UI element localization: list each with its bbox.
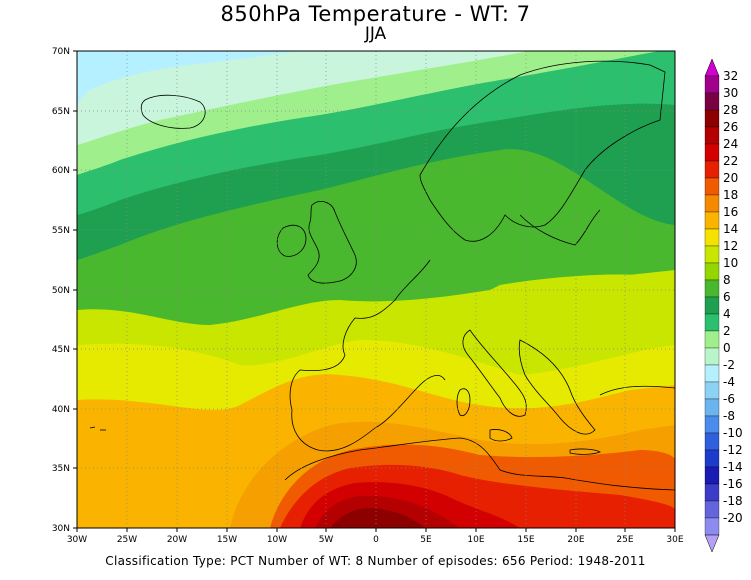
colorbar-label: -18 (723, 494, 743, 508)
lon-tick-label: 5E (420, 535, 432, 545)
colorbar-label: 20 (723, 171, 738, 185)
colorbar-swatch (704, 483, 720, 502)
classification-footer: Classification Type: PCT Number of WT: 8… (105, 554, 646, 568)
colorbar-label: -20 (723, 511, 743, 525)
colorbar-label: 22 (723, 154, 738, 168)
lon-tick-label: 20W (167, 535, 187, 545)
colorbar-swatch (704, 160, 720, 179)
lat-tick-labels: 30N 35N 40N 45N 50N 55N 60N 65N 70N (52, 47, 70, 534)
lat-tick-label: 65N (52, 107, 70, 117)
colorbar-swatch (704, 330, 720, 349)
colorbar-swatch (704, 398, 720, 417)
lon-tick-label: 0 (373, 535, 379, 545)
colorbar-swatch (704, 245, 720, 264)
lat-tick-label: 70N (52, 47, 70, 57)
colorbar-swatch (704, 381, 720, 400)
colorbar-swatch (704, 75, 720, 94)
coastlines (89, 60, 675, 491)
colorbar-swatch (704, 262, 720, 281)
lon-tick-label: 25E (616, 535, 633, 545)
colorbar-swatch (704, 177, 720, 196)
lat-tick-label: 50N (52, 286, 70, 296)
lon-tick-labels: 30W 25W 20W 15W 10W 5W 0 5E 10E 15E 20E … (67, 535, 684, 545)
colorbar-swatch (704, 126, 720, 145)
colorbar-label: 10 (723, 256, 738, 270)
lat-tick-label: 35N (52, 464, 70, 474)
lat-tick-label: 60N (52, 166, 70, 176)
axis-ticks (73, 50, 676, 532)
colorbar-label: -16 (723, 477, 743, 491)
temperature-field (77, 51, 675, 528)
lat-tick-label: 40N (52, 405, 70, 415)
colorbar-label: -12 (723, 443, 743, 457)
colorbar: 32302826242220181614121086420-2-4-6-8-10… (704, 58, 743, 553)
colorbar-swatch (704, 347, 720, 366)
colorbar-swatch (704, 313, 720, 332)
colorbar-swatch (704, 364, 720, 383)
map-subtitle: JJA (364, 24, 387, 44)
colorbar-swatch (704, 279, 720, 298)
colorbar-label: -14 (723, 460, 743, 474)
colorbar-swatch (704, 500, 720, 519)
lon-tick-label: 10E (467, 535, 484, 545)
lat-tick-label: 30N (52, 524, 70, 534)
colorbar-label: -10 (723, 426, 743, 440)
colorbar-label: -4 (723, 375, 735, 389)
colorbar-label: 30 (723, 86, 738, 100)
colorbar-swatch (704, 194, 720, 213)
colorbar-label: 6 (723, 290, 731, 304)
colorbar-swatch (704, 432, 720, 451)
colorbar-label: 26 (723, 120, 738, 134)
colorbar-bottom-arrow (704, 534, 720, 553)
colorbar-label: -8 (723, 409, 735, 423)
colorbar-swatch (704, 449, 720, 468)
lon-tick-label: 30W (67, 535, 87, 545)
colorbar-swatch (704, 466, 720, 485)
colorbar-label: -6 (723, 392, 735, 406)
map-title: 850hPa Temperature - WT: 7 (220, 2, 531, 26)
colorbar-swatch (704, 228, 720, 247)
colorbar-swatch (704, 92, 720, 111)
colorbar-swatch (704, 211, 720, 230)
lon-tick-label: 20E (567, 535, 584, 545)
colorbar-swatch (704, 415, 720, 434)
lat-tick-label: 55N (52, 226, 70, 236)
colorbar-label: 18 (723, 188, 738, 202)
colorbar-label: 4 (723, 307, 731, 321)
colorbar-swatch (704, 517, 720, 536)
colorbar-label: 14 (723, 222, 738, 236)
colorbar-swatch (704, 143, 720, 162)
colorbar-label: 16 (723, 205, 738, 219)
colorbar-label: 28 (723, 103, 738, 117)
lon-tick-label: 15E (517, 535, 534, 545)
lat-tick-label: 45N (52, 345, 70, 355)
colorbar-swatch (704, 109, 720, 128)
lon-tick-label: 10W (267, 535, 287, 545)
lon-tick-label: 15W (217, 535, 237, 545)
colorbar-label: 24 (723, 137, 738, 151)
colorbar-label: 32 (723, 69, 738, 83)
colorbar-label: -2 (723, 358, 735, 372)
lon-tick-label: 30E (666, 535, 683, 545)
colorbar-top-arrow (704, 58, 720, 77)
colorbar-swatch (704, 296, 720, 315)
colorbar-label: 12 (723, 239, 738, 253)
lon-tick-label: 5W (319, 535, 334, 545)
colorbar-label: 2 (723, 324, 731, 338)
colorbar-label: 8 (723, 273, 731, 287)
colorbar-label: 0 (723, 341, 731, 355)
lon-tick-label: 25W (117, 535, 137, 545)
